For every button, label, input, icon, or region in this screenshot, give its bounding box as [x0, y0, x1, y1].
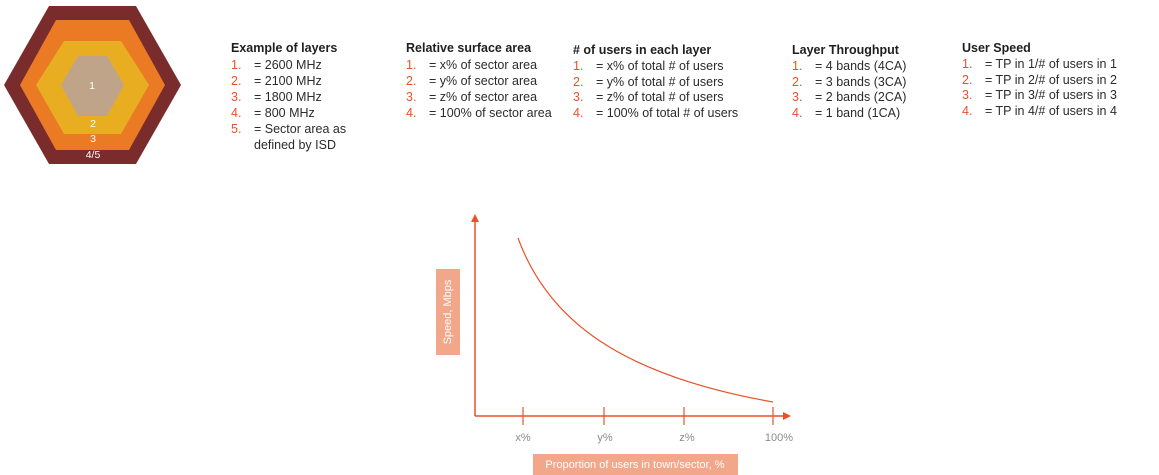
list-text: = 4 bands (4CA)	[815, 59, 907, 73]
list-item: 2. = y% of total # of users	[573, 75, 778, 91]
list-text: = TP in 1/# of users in 1	[985, 57, 1117, 71]
hex-label-4-5: 4/5	[86, 149, 101, 161]
list-number: 1.	[962, 57, 973, 71]
legend-title: Relative surface area	[406, 41, 532, 55]
list-number: 4.	[231, 106, 242, 120]
list-item: 2. = 3 bands (3CA)	[792, 75, 952, 91]
list-text: = 3 bands (3CA)	[815, 74, 907, 89]
list-item: 1. = x% of sector area	[406, 57, 566, 73]
legend-title: User Speed	[962, 41, 1031, 55]
hex-layer-1	[61, 56, 124, 116]
list-text: = x% of total # of users	[596, 59, 724, 73]
list-number: 1.	[231, 58, 242, 72]
list-item: 3. = z% of total # of users	[573, 90, 778, 106]
y-axis-label: Speed, Mbps	[442, 279, 454, 344]
legend-title: Example of layers	[231, 41, 338, 55]
list-number: 4.	[406, 106, 417, 120]
list-text: = 2100 MHz	[254, 74, 322, 88]
list-item: 1. = x% of total # of users	[573, 59, 778, 75]
list-text: = y% of total # of users	[596, 74, 724, 89]
list-item: 3. = 1800 MHz	[231, 89, 381, 105]
list-item: 4. = 1 band (1CA)	[792, 106, 952, 122]
list-text: = TP in 3/# of users in 3	[985, 88, 1117, 102]
hex-label-1: 1	[89, 80, 95, 92]
list-number: 4.	[573, 105, 584, 120]
speed-curve	[517, 237, 774, 403]
list-text: = z% of sector area	[429, 90, 538, 104]
legend-title: # of users in each layer	[573, 43, 712, 57]
list-number: 5.	[231, 122, 242, 136]
list-number: 4.	[962, 103, 973, 118]
list-number: 2.	[406, 74, 417, 88]
layer-hexagon-diagram: 1 2 3 4/5	[4, 6, 181, 164]
list-item: 1. = 2600 MHz	[231, 57, 381, 73]
list-item: 3. = z% of sector area	[406, 89, 566, 105]
list-text: = z% of total # of users	[596, 90, 724, 104]
y-axis-label-box	[436, 269, 460, 355]
legend-user-speed: User Speed 1. = TP in 1/# of users in 1 2…	[962, 41, 1157, 119]
x-axis-label: Proportion of users in town/sector, %	[545, 459, 724, 471]
legend-users-in-each-layer: # of users in each layer 1. = x% of total…	[573, 43, 778, 121]
list-item: 1. = 4 bands (4CA)	[792, 59, 952, 75]
list-number: 2.	[792, 74, 803, 89]
list-item: 3. = TP in 3/# of users in 3	[962, 88, 1157, 104]
list-text: = Sector area as defined by ISD	[254, 122, 347, 152]
speed-vs-users-graph: x% y% z% 100% Speed, Mbps Proportion of …	[436, 214, 793, 475]
list-item: 2. = TP in 2/# of users in 2	[962, 73, 1157, 89]
list-number: 2.	[573, 74, 584, 89]
list-text: = TP in 4/# of users in 4	[985, 103, 1117, 118]
list-text: = 2 bands (2CA)	[815, 90, 907, 104]
list-item: 1. = TP in 1/# of users in 1	[962, 57, 1157, 73]
x-tick-label: z%	[679, 432, 695, 444]
list-number: 2.	[962, 72, 973, 87]
list-text: = TP in 2/# of users in 2	[985, 72, 1117, 87]
list-number: 3.	[792, 90, 803, 104]
legend-layer-throughput: Layer Throughput 1. = 4 bands (4CA) 2. = 3…	[792, 43, 952, 121]
list-item: 3. = 2 bands (2CA)	[792, 90, 952, 106]
legend-title: Layer Throughput	[792, 43, 899, 57]
legend-relative-surface-area: Relative surface area 1. = x% of sector a…	[406, 41, 566, 121]
list-number: 3.	[962, 88, 973, 102]
legend-example-of-layers: Example of layers 1. = 2600 MHz 2. = 2100 …	[231, 41, 381, 153]
list-item: 2. = y% of sector area	[406, 73, 566, 89]
list-number: 4.	[792, 105, 803, 120]
list-item: 4. = 100% of total # of users	[573, 106, 778, 122]
list-item: 5. = Sector area as defined by ISD	[231, 121, 374, 153]
x-axis-label-box	[533, 454, 738, 475]
list-number: 3.	[573, 90, 584, 104]
list-text: = 2600 MHz	[254, 58, 322, 72]
list-text: = 100% of total # of users	[596, 105, 739, 120]
list-item: 4. = TP in 4/# of users in 4	[962, 104, 1157, 120]
x-tick-label: x%	[515, 432, 531, 444]
list-text: = y% of sector area	[429, 74, 538, 88]
list-text: = 800 MHz	[254, 106, 315, 120]
list-text: = 100% of sector area	[429, 106, 552, 120]
list-number: 1.	[573, 59, 584, 73]
hex-label-3: 3	[90, 133, 96, 145]
list-number: 3.	[231, 90, 242, 104]
x-tick-label: y%	[597, 432, 613, 444]
list-item: 4. = 100% of sector area	[406, 105, 554, 121]
list-text: = 1 band (1CA)	[815, 105, 901, 120]
list-text: = 1800 MHz	[254, 90, 322, 104]
list-number: 1.	[792, 59, 803, 73]
list-number: 2.	[231, 74, 242, 88]
x-tick-label: 100%	[765, 432, 793, 444]
list-text: = x% of sector area	[429, 58, 538, 72]
list-item: 2. = 2100 MHz	[231, 73, 381, 89]
hex-label-2: 2	[90, 118, 96, 130]
list-item: 4. = 800 MHz	[231, 105, 381, 121]
list-number: 3.	[406, 90, 417, 104]
list-number: 1.	[406, 58, 417, 72]
